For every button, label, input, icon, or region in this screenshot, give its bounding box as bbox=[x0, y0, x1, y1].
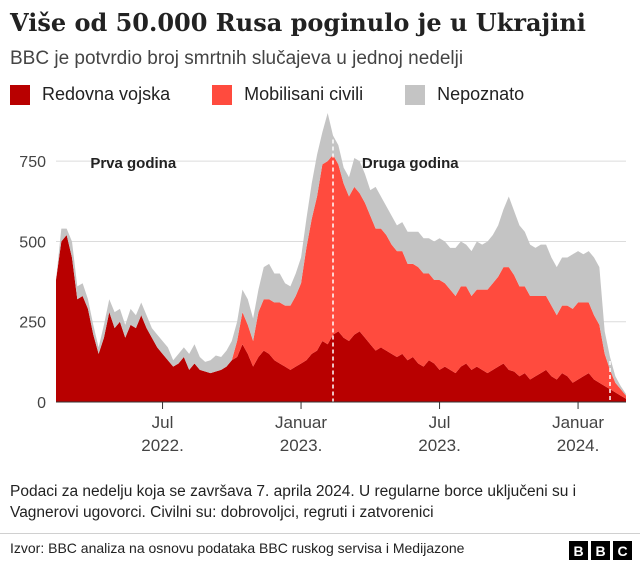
axes: 0 250 500 750 Jul 2022. Januar 2023. Jul 2023. Jan… bbox=[19, 154, 626, 455]
legend-label-unknown: Nepoznato bbox=[437, 84, 525, 104]
legend-label-regular-army: Redovna vojska bbox=[42, 84, 171, 104]
bbc-logo: B B C bbox=[569, 541, 632, 560]
legend-label-mobilised-civilians: Mobilisani civili bbox=[244, 84, 364, 104]
x-tick-label: Jul bbox=[152, 413, 174, 432]
legend-swatch-regular-army bbox=[10, 84, 30, 105]
x-tick-label-year: 2022. bbox=[141, 436, 184, 455]
legend-item-regular-army: Redovna vojska bbox=[10, 84, 170, 105]
area-series-redovna-vojska bbox=[56, 235, 626, 402]
bbc-logo-block: B bbox=[591, 541, 610, 560]
x-tick-label: Januar bbox=[552, 413, 604, 432]
legend-swatch-mobilised-civilians bbox=[212, 84, 233, 105]
footer-divider bbox=[0, 533, 640, 534]
annotations: Prva godina Druga godina bbox=[90, 139, 611, 402]
y-tick-label: 500 bbox=[19, 234, 46, 251]
series-areas bbox=[56, 113, 626, 402]
chart-title: Više od 50.000 Rusa poginulo je u Ukraji… bbox=[10, 8, 586, 37]
chart-subtitle: BBC je potvrdio broj smrtnih slučajeva u… bbox=[10, 48, 464, 69]
legend-swatch-unknown bbox=[405, 84, 426, 105]
source-note: Izvor: BBC analiza na osnovu podataka BB… bbox=[10, 540, 465, 556]
stacked-area-chart: Prva godina Druga godina 0 250 500 750 Jul 202… bbox=[19, 113, 626, 455]
area-series-mobilisani-civili bbox=[56, 154, 626, 399]
area-series-nepoznato bbox=[56, 113, 626, 396]
x-tick-label-year: 2024. bbox=[557, 436, 600, 455]
footnote: Podaci za nedelju koja se završava 7. ap… bbox=[10, 483, 577, 521]
period-annotation: Prva godina bbox=[90, 155, 177, 172]
legend-item-mobilised-civilians: Mobilisani civili bbox=[212, 84, 363, 105]
legend: Redovna vojska Mobilisani civili Nepozna… bbox=[10, 84, 566, 105]
x-tick-label: Jul bbox=[429, 413, 451, 432]
x-tick-label-year: 2023. bbox=[418, 436, 461, 455]
bbc-logo-block: B bbox=[569, 541, 588, 560]
bbc-logo-block: C bbox=[613, 541, 632, 560]
x-tick-label: Januar bbox=[275, 413, 327, 432]
y-tick-label: 750 bbox=[19, 154, 46, 171]
x-tick-label-year: 2023. bbox=[280, 436, 323, 455]
period-annotation: Druga godina bbox=[362, 155, 459, 172]
y-tick-label: 250 bbox=[19, 315, 46, 332]
y-tick-label: 0 bbox=[37, 395, 46, 412]
legend-item-unknown: Nepoznato bbox=[405, 84, 524, 105]
